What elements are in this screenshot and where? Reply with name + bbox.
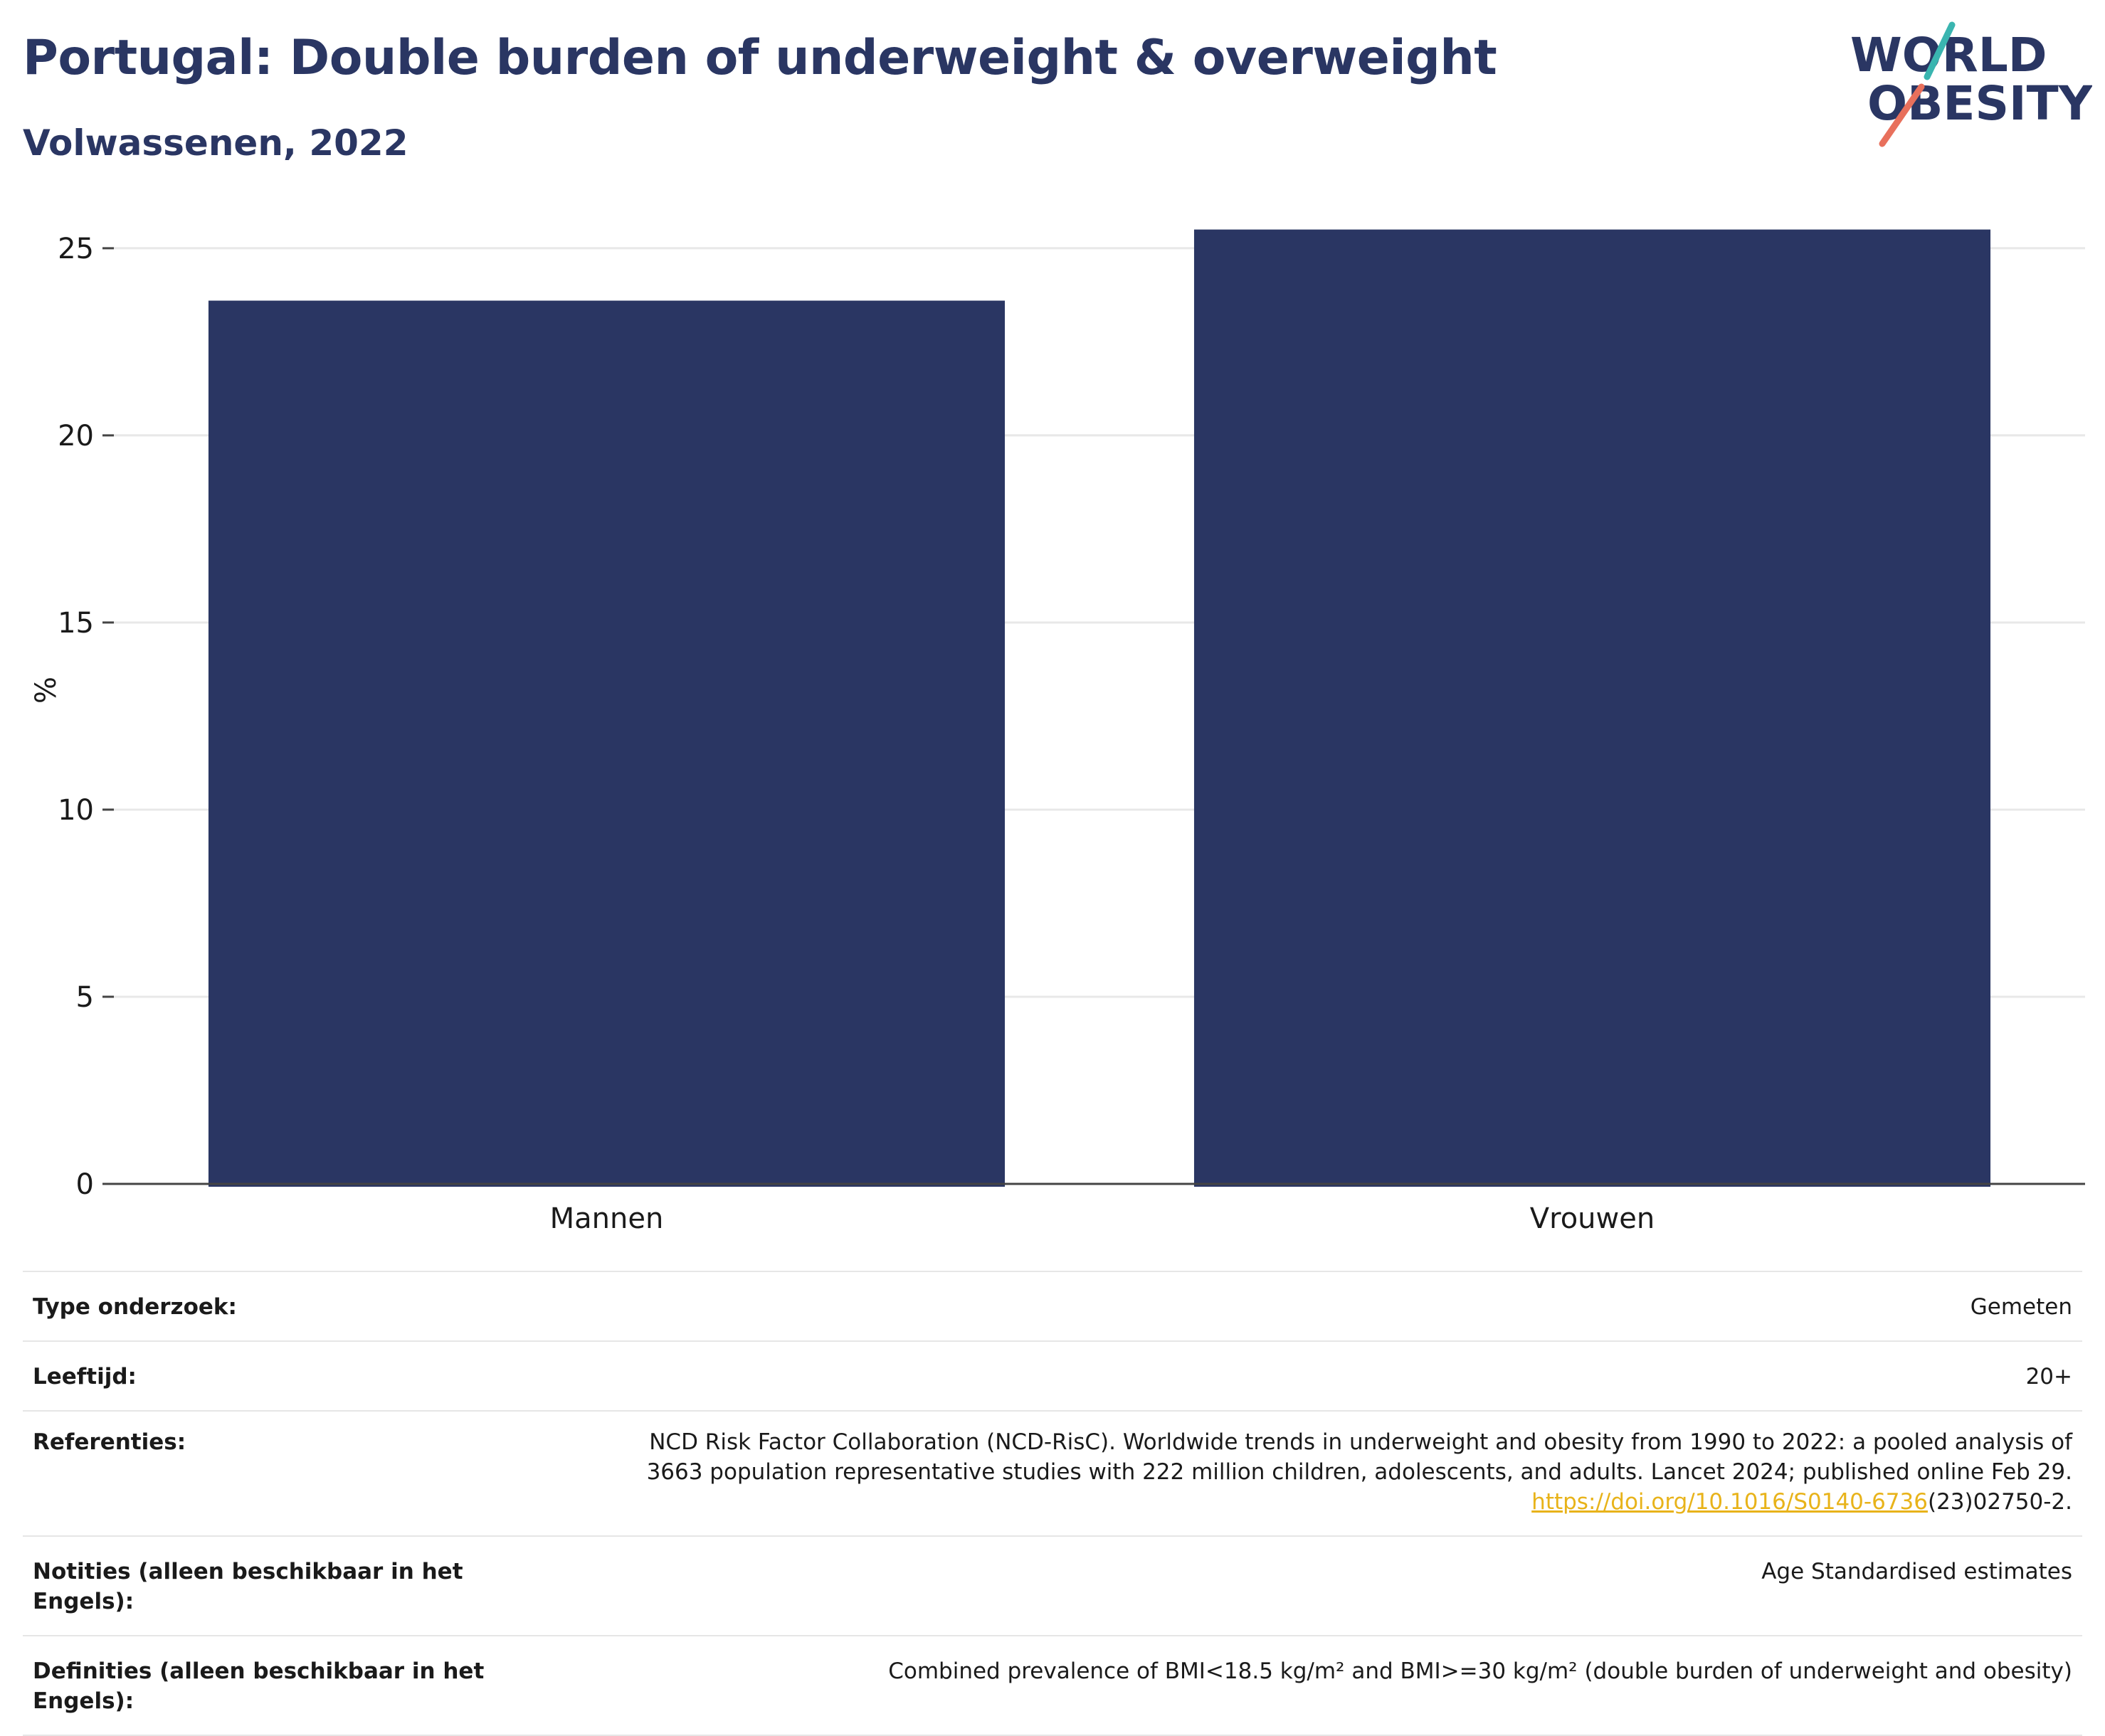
x-tick-label: Vrouwen bbox=[1530, 1202, 1655, 1231]
reference-line-1: NCD Risk Factor Collaboration (NCD-RisC)… bbox=[649, 1429, 2072, 1455]
info-label: Definities (alleen beschikbaar in het En… bbox=[33, 1658, 485, 1714]
info-row-references: Referenties: NCD Risk Factor Collaborati… bbox=[23, 1410, 2082, 1535]
logo-slash-teal bbox=[1924, 21, 1956, 80]
doi-suffix: (23)02750-2. bbox=[1927, 1489, 2072, 1515]
y-tick-label: 10 bbox=[58, 794, 94, 827]
info-table: Type onderzoek: Gemeten Leeftijd: 20+ Re… bbox=[23, 1271, 2082, 1736]
info-row-survey-type: Type onderzoek: Gemeten bbox=[23, 1271, 2082, 1340]
info-value: NCD Risk Factor Collaboration (NCD-RisC)… bbox=[647, 1427, 2072, 1517]
bar-chart: 0 5 10 15 20 25 Mannen Vrouwen % bbox=[30, 229, 2085, 1231]
logo-word-obesity: OBESITY bbox=[1867, 76, 2092, 131]
y-tick-label: 0 bbox=[76, 1168, 94, 1201]
logo-slash-coral bbox=[1879, 83, 1925, 147]
info-value: Gemeten bbox=[1970, 1294, 2072, 1320]
doi-link[interactable]: https://doi.org/10.1016/S0140-6736 bbox=[1531, 1489, 1928, 1515]
info-value: Combined prevalence of BMI<18.5 kg/m² an… bbox=[888, 1658, 2072, 1684]
info-label: Type onderzoek: bbox=[33, 1294, 237, 1320]
info-label: Leeftijd: bbox=[33, 1364, 137, 1390]
y-tick-label: 15 bbox=[58, 607, 94, 640]
y-tick-label: 20 bbox=[58, 420, 94, 452]
info-label: Notities (alleen beschikbaar in het Enge… bbox=[33, 1559, 463, 1614]
info-value: 20+ bbox=[2025, 1364, 2072, 1390]
y-tick-label: 25 bbox=[58, 233, 94, 265]
axes: 0 5 10 15 20 25 Mannen Vrouwen bbox=[58, 233, 2085, 1231]
page-title: Portugal: Double burden of underweight &… bbox=[23, 30, 1497, 86]
bars bbox=[208, 229, 1991, 1187]
info-value: Age Standardised estimates bbox=[1761, 1559, 2072, 1584]
reference-line-2: 3663 population representative studies w… bbox=[646, 1459, 2072, 1485]
bar-mannen[interactable] bbox=[208, 300, 1006, 1187]
world-obesity-logo[interactable]: WORLD OBESITY bbox=[1850, 21, 2092, 149]
x-tick-label: Mannen bbox=[550, 1202, 664, 1231]
info-row-definitions: Definities (alleen beschikbaar in het En… bbox=[23, 1635, 2082, 1736]
y-axis-label: % bbox=[30, 677, 63, 704]
bar-vrouwen[interactable] bbox=[1193, 229, 1991, 1187]
page-subtitle: Volwassenen, 2022 bbox=[23, 122, 408, 164]
info-row-age: Leeftijd: 20+ bbox=[23, 1340, 2082, 1410]
info-row-notes: Notities (alleen beschikbaar in het Enge… bbox=[23, 1535, 2082, 1635]
y-tick-label: 5 bbox=[76, 981, 94, 1014]
info-label: Referenties: bbox=[33, 1429, 186, 1455]
